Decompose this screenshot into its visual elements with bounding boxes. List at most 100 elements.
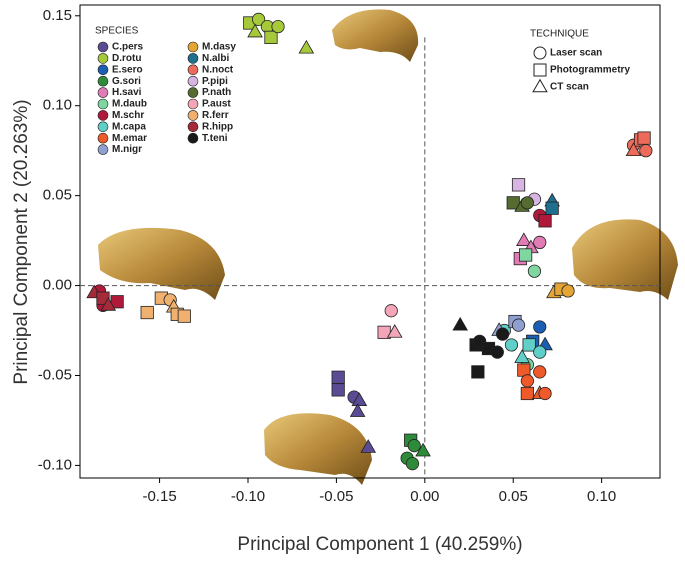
legend-swatch [187, 41, 199, 53]
point [331, 370, 345, 384]
point [533, 320, 547, 334]
point [360, 439, 377, 453]
x-tick-label: -0.05 [319, 488, 353, 505]
point [561, 284, 575, 298]
technique-legend-title: TECHNIQUE [530, 29, 589, 40]
legend-swatch [187, 64, 199, 76]
point [264, 30, 278, 44]
legend-label: D.rotu [112, 53, 141, 64]
point [452, 316, 469, 331]
y-tick-label: 0.15 [43, 7, 72, 24]
point [511, 178, 526, 192]
y-tick-label: 0.10 [43, 97, 72, 114]
legend-label: P.pipi [202, 76, 228, 87]
legend-label: M.schr [112, 110, 144, 121]
point [351, 392, 368, 407]
y-tick-label: 0.05 [43, 187, 72, 204]
legend-swatch [97, 110, 109, 121]
point [637, 131, 651, 145]
point [520, 374, 534, 388]
point [384, 304, 398, 318]
point [519, 248, 533, 262]
legend-label: R.ferr [202, 110, 229, 121]
point [516, 232, 532, 246]
legend-label: P.aust [202, 99, 231, 110]
point [496, 327, 510, 341]
legend-label: E.sero [112, 64, 143, 75]
legend-label: M.capa [112, 121, 146, 132]
skull-illustrations [98, 9, 678, 485]
point [177, 309, 191, 323]
legend-swatch [187, 53, 199, 64]
point [527, 264, 542, 278]
legend-swatch [97, 121, 109, 133]
legend-swatch [187, 75, 199, 87]
legend-swatch [97, 144, 109, 155]
point [407, 439, 421, 453]
legend-swatch [187, 121, 199, 133]
y-tick-label: 0.00 [43, 277, 72, 294]
legend-swatch [97, 41, 109, 53]
legend-label: C.pers [112, 42, 144, 53]
x-axis-label: Principal Component 1 (40.259%) [237, 534, 522, 555]
legend-swatch [187, 87, 199, 98]
point [349, 403, 366, 417]
legend-label: G.sori [112, 76, 141, 87]
legend-label: P.nath [202, 87, 231, 98]
point [522, 338, 536, 352]
point [514, 349, 530, 363]
y-axis-label: Principal Component 2 (20.263%) [11, 99, 32, 384]
legend-label: N.albi [202, 53, 229, 64]
point [405, 457, 420, 471]
point [545, 201, 559, 215]
point [298, 39, 315, 54]
point [247, 23, 263, 38]
legend-swatch [97, 64, 109, 76]
point [140, 305, 154, 320]
point [639, 144, 653, 158]
legend-swatch [97, 53, 109, 64]
point [520, 386, 534, 401]
point [415, 442, 431, 457]
legend-swatch [187, 98, 199, 110]
point [533, 365, 547, 379]
point [386, 324, 403, 338]
y-tick-label: -0.10 [38, 456, 72, 473]
point [511, 318, 526, 332]
point [533, 345, 547, 359]
legend-swatch [97, 87, 109, 98]
plot-frame [79, 4, 661, 479]
legend-label: H.savi [112, 87, 142, 98]
legend-swatch [97, 75, 109, 87]
point [538, 214, 552, 228]
legend-label: M.dasy [202, 42, 236, 53]
x-tick-label: 0.00 [410, 488, 439, 505]
legend-swatch [187, 110, 199, 121]
legend-label: Laser scan [550, 48, 602, 59]
point [331, 383, 345, 397]
point [533, 235, 547, 249]
point [538, 386, 552, 401]
point [520, 196, 534, 210]
legend-swatch [187, 132, 199, 144]
legend-shape [533, 46, 547, 60]
legend-shape [533, 63, 547, 77]
point [490, 345, 504, 359]
x-tick-label: 0.05 [499, 488, 528, 505]
legend-label: M.daub [112, 99, 147, 110]
point [251, 12, 266, 26]
point [471, 365, 485, 379]
point [504, 338, 519, 352]
legend-label: N.noct [202, 64, 234, 75]
legend-label: T.teni [202, 133, 228, 144]
legend-swatch [97, 132, 109, 144]
legend-label: M.nigr [112, 144, 142, 155]
point [625, 142, 642, 157]
legend-shape [532, 78, 548, 93]
x-tick-label: 0.10 [587, 488, 616, 505]
legend-label: CT scan [550, 82, 589, 93]
legend-swatch [97, 98, 109, 110]
legend-label: R.hipp [202, 121, 233, 132]
species-legend-title: SPECIES [95, 26, 139, 37]
